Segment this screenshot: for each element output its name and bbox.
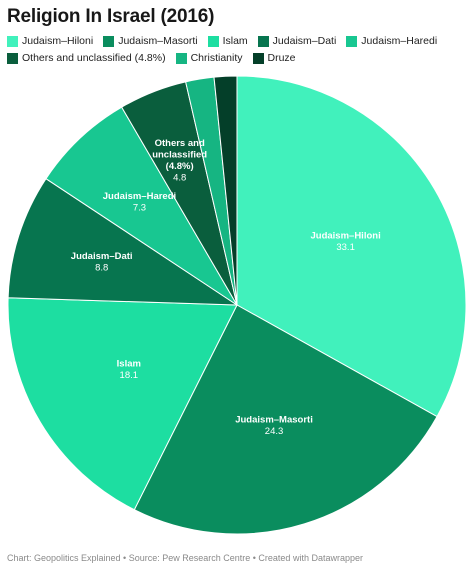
slice-value: 24.3 <box>265 426 284 437</box>
legend-label: Judaism–Hiloni <box>22 35 94 47</box>
legend-label: Islam <box>222 35 248 47</box>
legend-label: Others and unclassified (4.8%) <box>22 52 166 64</box>
slice-label: Judaism–Hiloni <box>311 230 381 241</box>
legend-swatch <box>207 35 219 47</box>
slice-value: 8.8 <box>95 263 108 274</box>
legend-item: Judaism–Hiloni <box>7 34 93 48</box>
legend-label: Judaism–Masorti <box>118 35 198 47</box>
slice-label: Others and <box>155 138 205 149</box>
pie-slice <box>7 177 239 306</box>
legend-label: Judaism–Dati <box>272 35 337 47</box>
slice-label: Judaism–Dati <box>71 251 133 262</box>
pie-slice <box>133 304 438 535</box>
legend-swatch <box>175 52 187 64</box>
pie-slice <box>45 106 238 306</box>
legend-swatch <box>252 52 264 64</box>
pie-slice <box>236 75 467 418</box>
slice-value: 18.1 <box>120 370 139 381</box>
slice-label: unclassified <box>152 149 207 160</box>
legend-item: Judaism–Dati <box>257 34 337 48</box>
legend-item: Islam <box>207 34 248 48</box>
legend-swatch <box>7 52 18 64</box>
slice-value: 33.1 <box>336 242 355 253</box>
pie-slice <box>213 75 238 306</box>
slice-value: 7.3 <box>133 203 146 214</box>
legend-label: Judaism–Haredi <box>361 35 438 47</box>
legend-item: Judaism–Masorti <box>103 34 198 48</box>
slice-value: 4.8 <box>173 172 186 183</box>
legend-swatch <box>346 35 358 47</box>
slice-label: (4.8%) <box>166 161 194 172</box>
legend-swatch <box>7 35 18 47</box>
pie-slice <box>7 297 238 511</box>
legend-swatch <box>257 35 269 47</box>
slice-label: Judaism–Masorti <box>235 415 313 426</box>
footer-credit: Chart: Geopolitics Explained • Source: P… <box>7 553 363 563</box>
legend-label: Druze <box>267 52 296 64</box>
slice-label: Islam <box>117 359 141 370</box>
legend-swatch <box>103 35 115 47</box>
chart-title: Religion In Israel (2016) <box>7 6 215 27</box>
legend-item: Druze <box>252 51 296 65</box>
legend: Judaism–Hiloni Judaism–Masorti Islam Judais… <box>7 34 467 65</box>
slice-label: Judaism–Haredi <box>103 191 176 202</box>
legend-item: Judaism–Haredi <box>346 34 437 48</box>
legend-item: Others and unclassified (4.8%) <box>7 51 166 65</box>
legend-label: Christianity <box>190 52 243 64</box>
legend-item: Christianity <box>175 51 243 65</box>
